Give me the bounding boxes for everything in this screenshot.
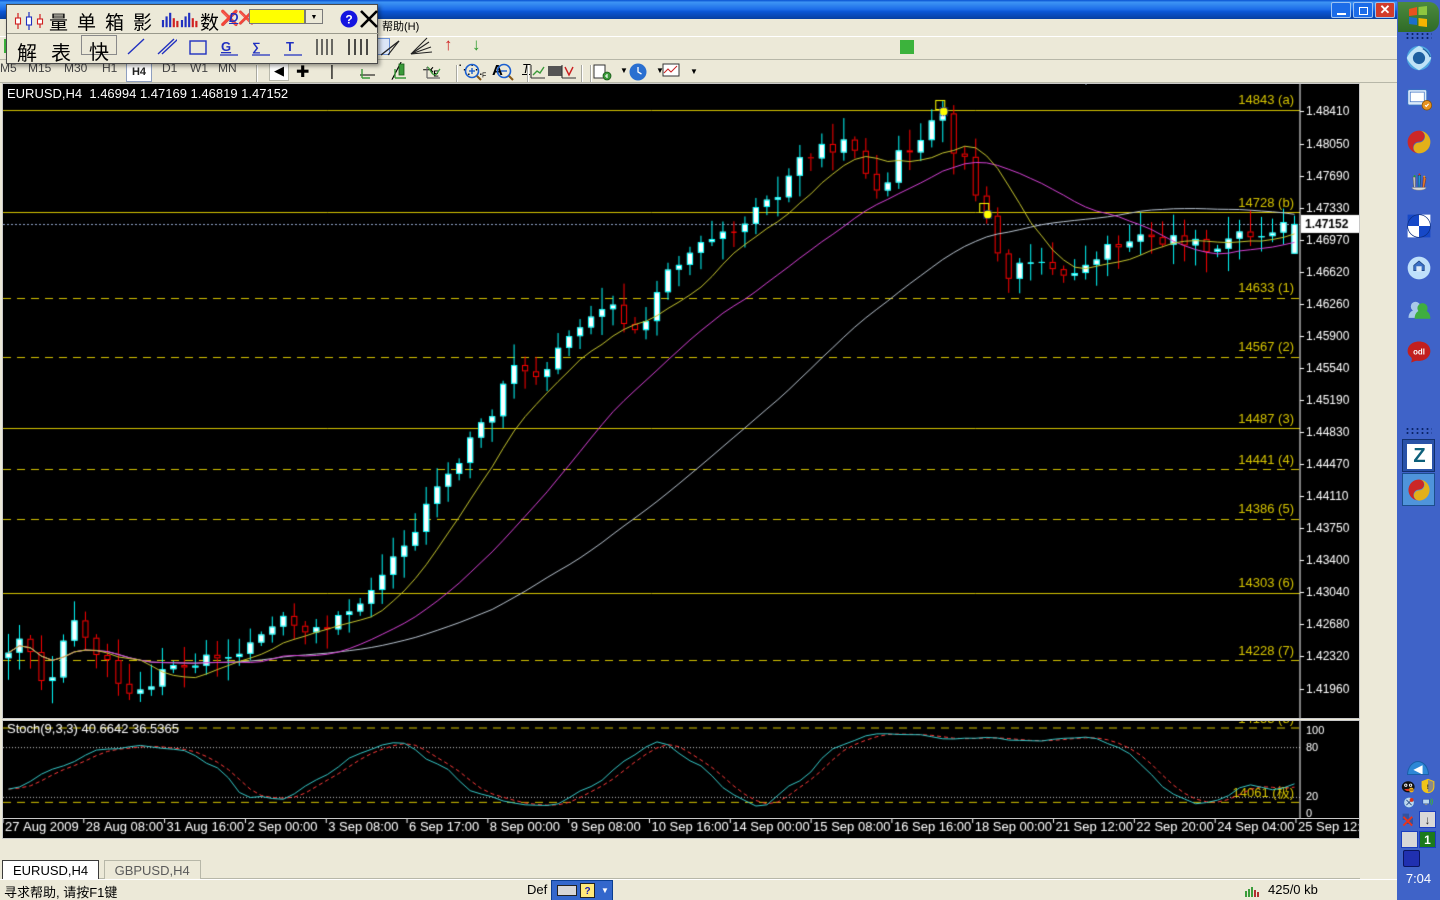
svg-text:G: G [221,39,231,54]
svg-text:T: T [286,39,294,54]
svg-text:∑: ∑ [252,40,261,54]
svg-text:?: ? [345,13,352,27]
svg-text:!: ! [1427,784,1429,791]
svg-text:odl: odl [1413,347,1425,356]
